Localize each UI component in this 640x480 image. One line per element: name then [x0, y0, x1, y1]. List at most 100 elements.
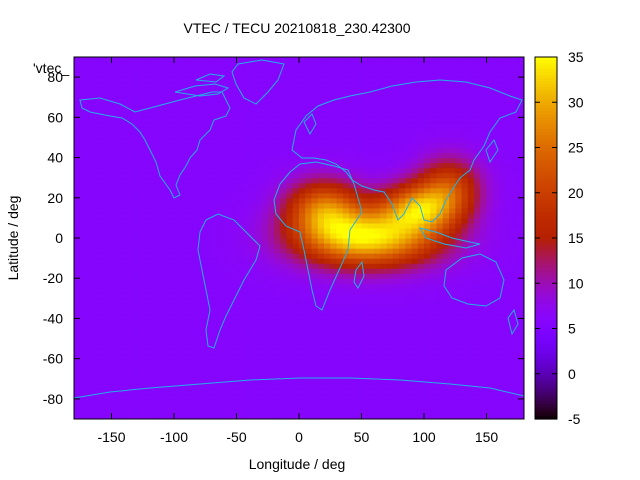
heatmap-cell	[99, 227, 106, 234]
heatmap-cell	[186, 383, 194, 390]
heatmap-cell	[86, 238, 94, 244]
heatmap-cell	[136, 167, 144, 174]
heatmap-cell	[374, 92, 381, 98]
heatmap-cell	[461, 243, 469, 249]
heatmap-cell	[205, 303, 213, 309]
heatmap-cell	[111, 57, 119, 63]
heatmap-cell	[136, 172, 144, 179]
heatmap-cell	[224, 172, 231, 179]
heatmap-cell	[399, 57, 406, 63]
heatmap-cell	[167, 192, 175, 199]
heatmap-cell	[211, 278, 219, 284]
heatmap-cell	[80, 238, 88, 244]
heatmap-cell	[199, 403, 206, 410]
heatmap-cell	[292, 162, 300, 169]
heatmap-cell	[486, 358, 494, 365]
heatmap-cell	[174, 243, 181, 249]
heatmap-cell	[211, 393, 219, 400]
heatmap-cell	[374, 268, 381, 274]
heatmap-cell	[280, 117, 288, 123]
heatmap-cell	[405, 72, 413, 78]
heatmap-cell	[217, 87, 225, 93]
heatmap-cell	[149, 348, 156, 355]
heatmap-cell	[224, 393, 231, 400]
heatmap-cell	[249, 112, 256, 118]
heatmap-cell	[286, 323, 294, 330]
heatmap-cell	[124, 353, 131, 360]
heatmap-cell	[167, 137, 175, 144]
heatmap-cell	[292, 207, 300, 214]
heatmap-cell	[224, 57, 231, 63]
heatmap-cell	[324, 333, 331, 340]
heatmap-cell	[342, 132, 350, 139]
heatmap-cell	[211, 92, 219, 98]
heatmap-cell	[474, 278, 481, 284]
heatmap-cell	[474, 273, 481, 279]
heatmap-cell	[492, 122, 500, 128]
heatmap-cell	[142, 393, 150, 400]
heatmap-cell	[380, 77, 388, 83]
heatmap-cell	[236, 383, 244, 390]
heatmap-cell	[399, 303, 406, 309]
heatmap-cell	[486, 368, 494, 375]
heatmap-cell	[236, 107, 244, 113]
heatmap-cell	[417, 102, 425, 108]
heatmap-cell	[299, 288, 306, 294]
heatmap-cell	[417, 283, 425, 289]
heatmap-cell	[499, 187, 506, 194]
heatmap-cell	[324, 77, 331, 83]
heatmap-cell	[424, 82, 431, 88]
heatmap-cell	[292, 132, 300, 139]
heatmap-cell	[180, 62, 188, 68]
heatmap-cell	[155, 87, 163, 93]
heatmap-cell	[217, 67, 225, 73]
heatmap-cell	[267, 87, 275, 93]
heatmap-cell	[424, 182, 431, 189]
heatmap-cell	[117, 298, 125, 304]
heatmap-cell	[136, 232, 144, 239]
heatmap-cell	[336, 87, 344, 93]
heatmap-cell	[192, 393, 200, 400]
heatmap-cell	[342, 378, 350, 385]
heatmap-cell	[492, 112, 500, 118]
heatmap-cell	[186, 112, 194, 118]
heatmap-cell	[461, 177, 469, 184]
heatmap-cell	[349, 288, 356, 294]
heatmap-cell	[130, 358, 138, 365]
heatmap-cell	[467, 157, 475, 164]
heatmap-cell	[467, 278, 475, 284]
heatmap-cell	[149, 142, 156, 149]
heatmap-cell	[124, 117, 131, 123]
heatmap-cell	[380, 248, 388, 254]
heatmap-cell	[355, 227, 363, 234]
heatmap-cell	[286, 127, 294, 134]
heatmap-cell	[111, 333, 119, 340]
heatmap-cell	[99, 82, 106, 88]
heatmap-cell	[217, 107, 225, 113]
heatmap-cell	[467, 182, 475, 189]
heatmap-cell	[130, 393, 138, 400]
heatmap-cell	[255, 167, 263, 174]
heatmap-cell	[330, 263, 338, 269]
heatmap-cell	[111, 328, 119, 335]
heatmap-cell	[480, 398, 488, 405]
heatmap-cell	[492, 107, 500, 113]
heatmap-cell	[330, 368, 338, 375]
heatmap-cell	[480, 142, 488, 149]
heatmap-cell	[267, 162, 275, 169]
heatmap-cell	[280, 353, 288, 360]
heatmap-cell	[224, 177, 231, 184]
heatmap-cell	[492, 117, 500, 123]
heatmap-cell	[355, 57, 363, 63]
heatmap-cell	[280, 388, 288, 395]
heatmap-cell	[92, 338, 100, 345]
heatmap-cell	[205, 217, 213, 224]
heatmap-cell	[349, 132, 356, 139]
heatmap-cell	[167, 67, 175, 73]
heatmap-cell	[280, 92, 288, 98]
heatmap-cell	[217, 378, 225, 385]
heatmap-cell	[299, 358, 306, 365]
heatmap-cell	[255, 127, 263, 134]
heatmap-cell	[167, 112, 175, 118]
heatmap-cell	[461, 323, 469, 330]
